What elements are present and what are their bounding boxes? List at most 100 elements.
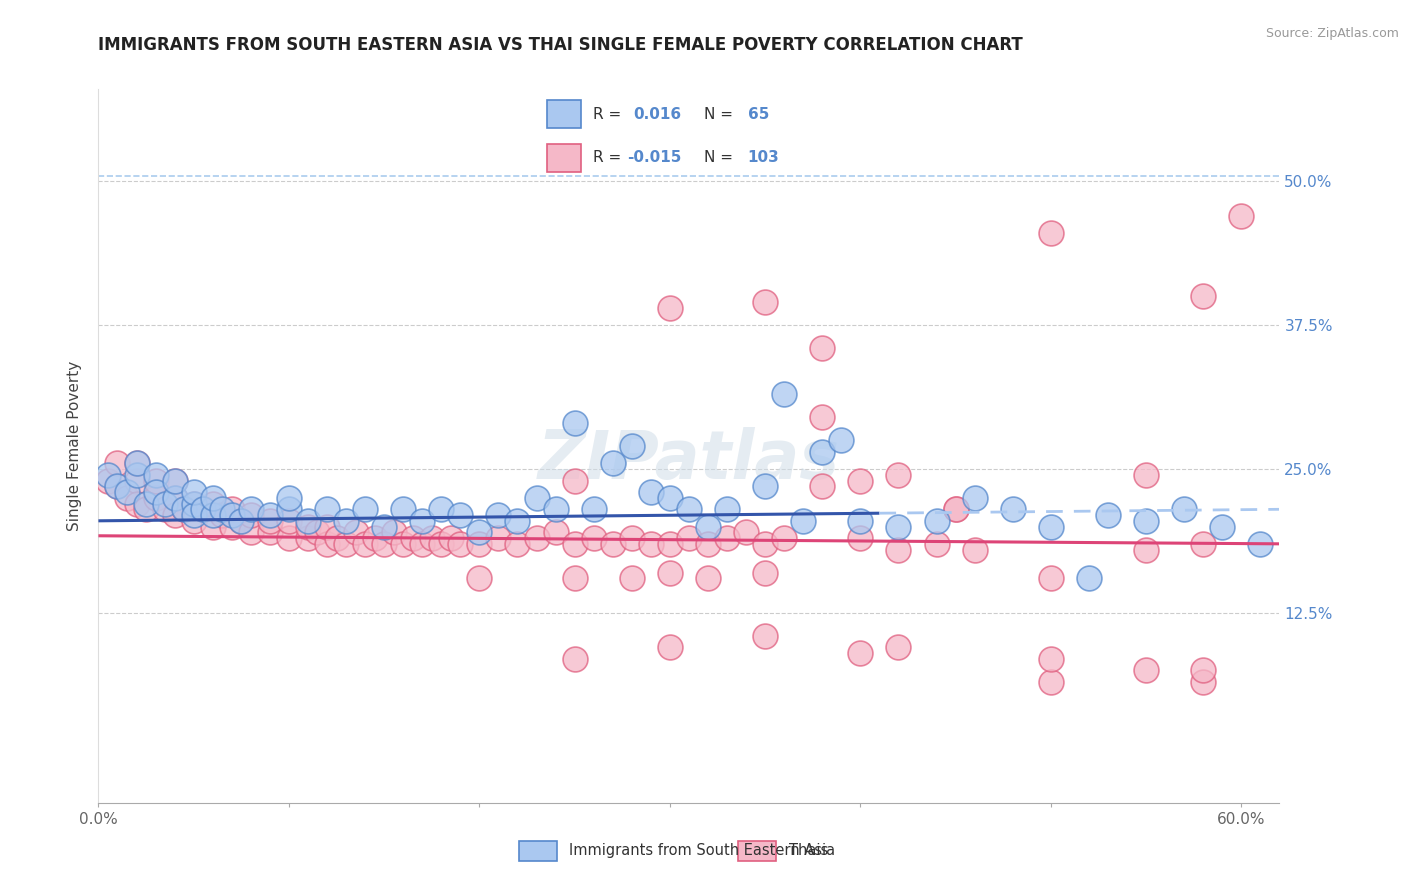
Point [145, 491, 167, 505]
Point [963, 542, 986, 557]
Point [382, 525, 405, 540]
Point [173, 502, 195, 516]
Point [440, 531, 463, 545]
Point [773, 531, 796, 545]
Point [754, 566, 776, 580]
Point [811, 410, 834, 425]
Point [125, 456, 148, 470]
Point [658, 537, 681, 551]
Point [354, 502, 377, 516]
Point [173, 502, 195, 516]
Text: Thais: Thais [789, 843, 828, 858]
Point [97, 467, 120, 482]
Point [564, 652, 586, 666]
Point [1039, 652, 1062, 666]
Point [754, 629, 776, 643]
Point [1078, 571, 1101, 585]
Bar [547, 100, 581, 128]
Point [277, 531, 299, 545]
Point [420, 531, 443, 545]
Point [697, 537, 720, 551]
Point [297, 514, 319, 528]
Point [678, 502, 700, 516]
Bar [738, 840, 776, 861]
Point [564, 537, 586, 551]
Point [887, 519, 910, 533]
Point [125, 474, 148, 488]
Point [849, 646, 872, 660]
Point [135, 497, 157, 511]
Point [231, 514, 253, 528]
Point [1192, 664, 1215, 678]
Point [564, 416, 586, 430]
Text: -0.015: -0.015 [627, 151, 682, 165]
Point [811, 444, 834, 458]
Point [716, 502, 738, 516]
Point [887, 640, 910, 655]
Point [506, 514, 529, 528]
Point [153, 497, 176, 511]
Point [163, 491, 186, 505]
Point [468, 537, 491, 551]
Point [107, 456, 129, 470]
Point [193, 502, 215, 516]
Point [183, 485, 205, 500]
Point [193, 502, 215, 516]
Point [849, 474, 872, 488]
Point [488, 531, 510, 545]
Point [468, 525, 491, 540]
Bar [519, 840, 557, 861]
Point [221, 508, 243, 522]
Point [125, 497, 148, 511]
Point [163, 508, 186, 522]
Point [887, 542, 910, 557]
Point [582, 502, 605, 516]
Point [1097, 508, 1119, 522]
Point [678, 531, 700, 545]
Point [211, 502, 233, 516]
Point [468, 571, 491, 585]
Point [392, 537, 415, 551]
Point [430, 537, 453, 551]
Point [526, 491, 548, 505]
Point [526, 531, 548, 545]
Point [125, 456, 148, 470]
Bar [547, 144, 581, 172]
Point [239, 508, 262, 522]
Point [335, 537, 357, 551]
Point [259, 525, 281, 540]
Point [183, 497, 205, 511]
Point [231, 514, 253, 528]
Point [602, 537, 624, 551]
Point [811, 341, 834, 355]
Point [145, 485, 167, 500]
Point [115, 491, 138, 505]
Point [259, 508, 281, 522]
Point [221, 519, 243, 533]
Point [201, 491, 224, 505]
Point [259, 514, 281, 528]
Point [135, 502, 157, 516]
Point [373, 537, 395, 551]
Point [163, 474, 186, 488]
Point [335, 514, 357, 528]
Point [449, 537, 471, 551]
Point [1039, 519, 1062, 533]
Point [620, 439, 643, 453]
Point [754, 295, 776, 310]
Point [239, 502, 262, 516]
Point [620, 531, 643, 545]
Text: 65: 65 [748, 107, 769, 121]
Point [107, 479, 129, 493]
Point [849, 514, 872, 528]
Point [754, 479, 776, 493]
Point [925, 514, 948, 528]
Point [125, 467, 148, 482]
Point [344, 525, 367, 540]
Point [792, 514, 814, 528]
Point [658, 301, 681, 315]
Point [411, 514, 433, 528]
Point [316, 519, 339, 533]
Point [201, 497, 224, 511]
Text: R =: R = [593, 107, 621, 121]
